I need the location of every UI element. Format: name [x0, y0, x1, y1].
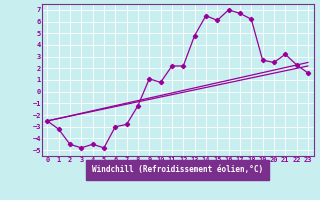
X-axis label: Windchill (Refroidissement éolien,°C): Windchill (Refroidissement éolien,°C) [92, 165, 263, 174]
